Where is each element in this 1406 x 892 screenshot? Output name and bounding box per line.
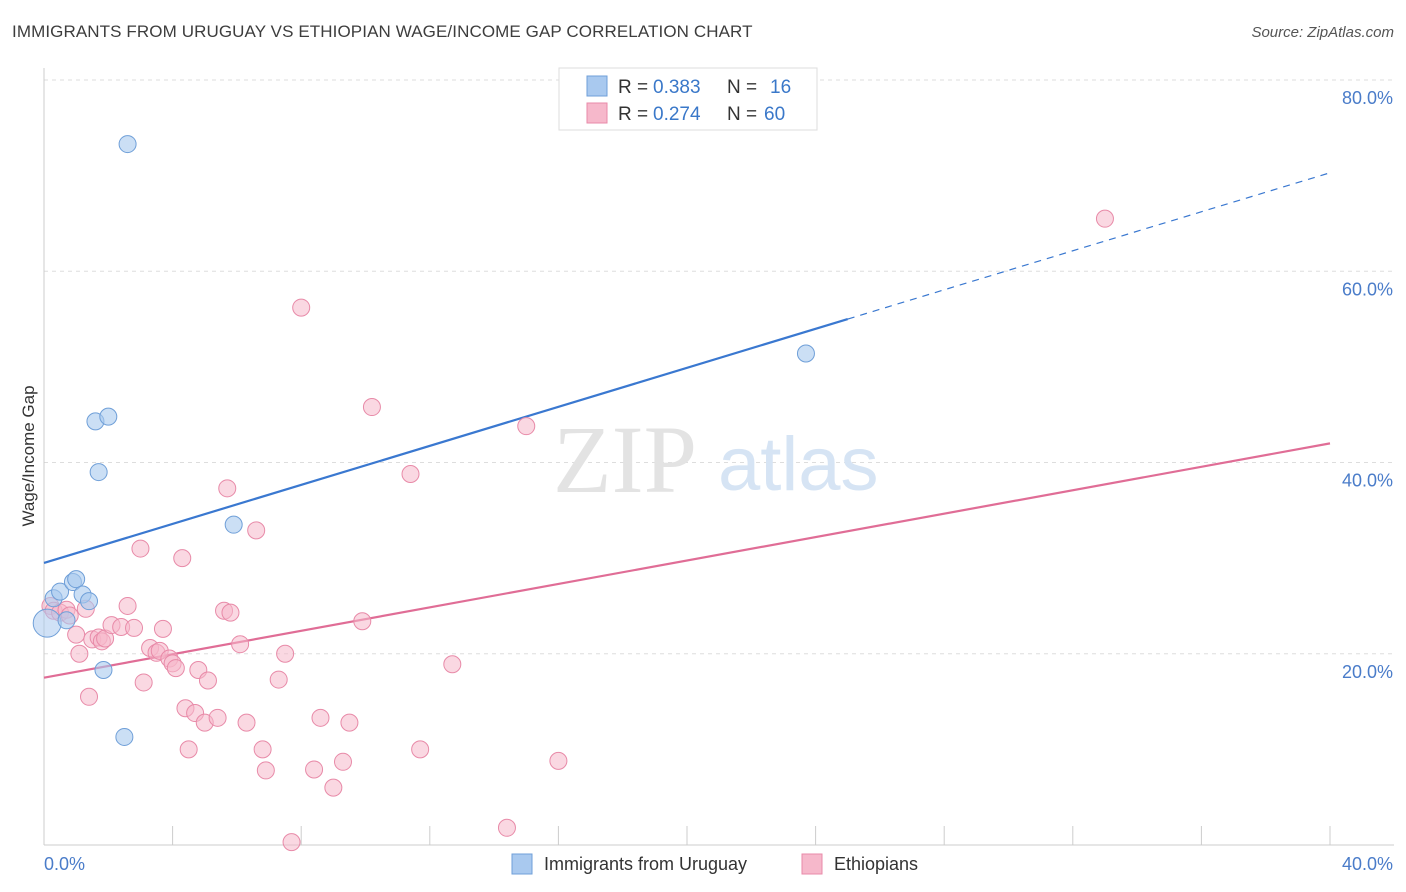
ethiopians-point [221,603,240,622]
uruguay-point [51,582,70,601]
legend-swatch-uruguay [586,75,608,97]
ethiopians-point [353,612,372,631]
ethiopians-point [517,417,536,436]
legend-n-value-uruguay: 16 [770,77,791,98]
ethiopians-point [125,618,144,637]
ethiopians-point [70,644,89,663]
y-tick-label: 40.0% [1342,471,1393,491]
ethiopians-point [362,398,381,417]
ethiopians-point [411,740,430,759]
watermark-zip: ZIP [553,406,697,513]
ethiopians-point [256,761,275,780]
uruguay-point [80,592,99,611]
ethiopians-point [173,549,192,568]
uruguay-points [32,135,815,746]
ethiopians-point [218,479,237,498]
ethiopians-trend-line [43,442,1331,679]
legend-n-label-ethiopians: N = [727,104,757,125]
legend-r-label-uruguay: R = [618,77,648,98]
ethiopians-point [198,671,217,690]
bottom-legend-swatch-uruguay [511,853,533,875]
x-tick-labels: 0.0% 40.0% [44,854,1393,874]
gridlines [44,79,1394,655]
y-tick-label: 80.0% [1342,88,1393,108]
ethiopians-point [340,713,359,732]
ethiopians-point [305,760,324,779]
legend-r-value-uruguay: 0.383 [653,77,701,98]
ethiopians-point [443,655,462,674]
uruguay-trend-line [43,318,849,564]
trend-lines [43,172,1331,679]
ethiopians-points [41,209,1114,852]
legend-r-value-ethiopians: 0.274 [653,104,701,125]
ethiopians-point [269,670,288,689]
ethiopians-point [333,752,352,771]
uruguay-point [118,135,137,154]
legend-r-label-ethiopians: R = [618,104,648,125]
x-tick-label: 40.0% [1342,854,1393,874]
y-tick-label: 60.0% [1342,279,1393,299]
uruguay-point [115,727,134,746]
uruguay-point [94,661,113,680]
watermark-atlas: atlas [718,422,879,507]
y-tick-labels: 20.0% 40.0% 60.0% 80.0% [1342,88,1393,682]
ethiopians-point [1095,209,1114,228]
ethiopians-point [253,740,272,759]
legend-n-label-uruguay: N = [727,77,757,98]
uruguay-cluster-point [32,608,62,638]
ethiopians-point [311,708,330,727]
ethiopians-point [247,521,266,540]
ethiopians-point [179,740,198,759]
uruguay-point [224,515,243,534]
uruguay-point [796,344,815,363]
bottom-legend: Immigrants from Uruguay Ethiopians [511,853,918,875]
chart-title: IMMIGRANTS FROM URUGUAY VS ETHIOPIAN WAG… [12,22,753,41]
ethiopians-point [118,596,137,615]
uruguay-trend-extension [847,172,1331,320]
y-axis-label: Wage/Income Gap [19,385,38,526]
y-tick-label: 20.0% [1342,662,1393,682]
legend-n-value-ethiopians: 60 [764,104,785,125]
ethiopians-point [282,833,301,852]
source-label: Source: ZipAtlas.com [1251,24,1394,41]
uruguay-point [89,463,108,482]
ethiopians-point [166,659,185,678]
x-tick-label: 0.0% [44,854,85,874]
ethiopians-point [549,751,568,770]
ethiopians-point [231,635,250,654]
ethiopians-point [324,778,343,797]
bottom-legend-swatch-ethiopians [801,853,823,875]
ethiopians-point [276,644,295,663]
ethiopians-point [497,818,516,837]
bottom-legend-label-ethiopians: Ethiopians [834,854,918,874]
bottom-legend-label-uruguay: Immigrants from Uruguay [544,854,747,874]
ethiopians-point [67,625,86,644]
uruguay-point [57,611,76,630]
ethiopians-point [153,619,172,638]
axes [43,68,1394,846]
watermark: ZIP atlas [553,406,879,513]
ethiopians-point [237,713,256,732]
top-legend: R = 0.383 N = 16 R = 0.274 N = 60 [558,67,818,131]
ethiopians-point [208,708,227,727]
uruguay-point [67,570,86,589]
uruguay-point [99,407,118,426]
ethiopians-point [401,464,420,483]
ethiopians-point [292,298,311,317]
legend-swatch-ethiopians [586,102,608,124]
ethiopians-point [131,539,150,558]
ethiopians-point [80,687,99,706]
ethiopians-point [134,673,153,692]
